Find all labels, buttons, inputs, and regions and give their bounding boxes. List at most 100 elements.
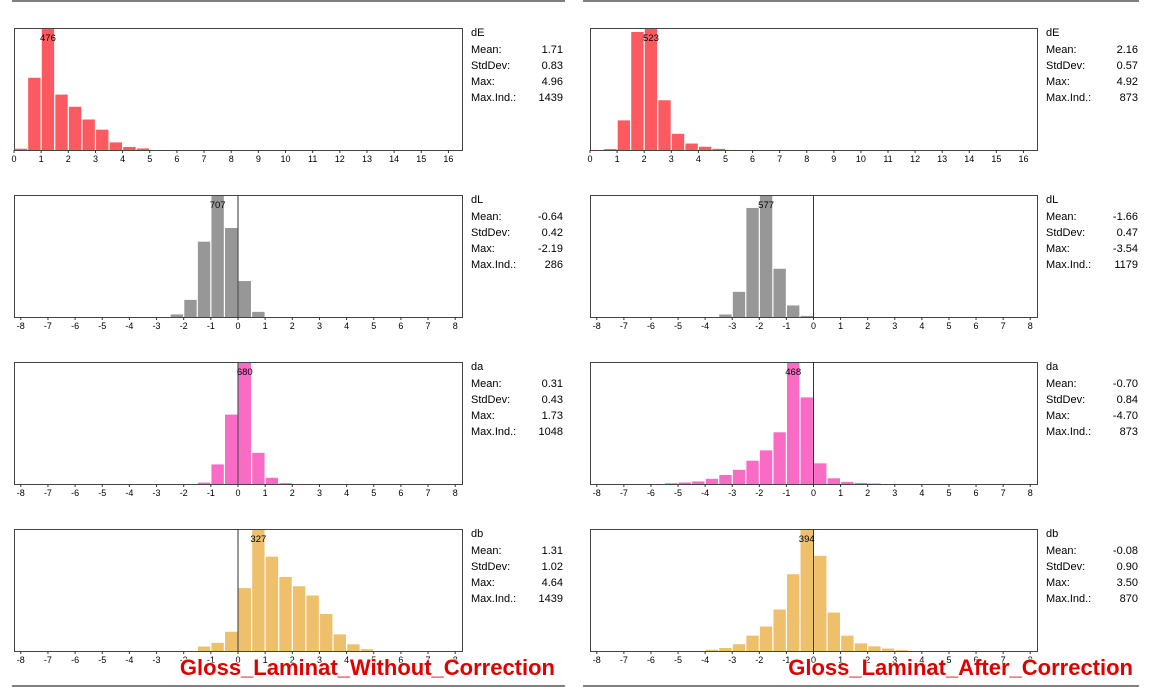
x-tick-label: -7 xyxy=(44,488,52,498)
stats-value: 4.92 xyxy=(1117,76,1138,88)
x-tick-label: 7 xyxy=(426,488,431,498)
histogram-bar xyxy=(854,482,868,484)
stats-label: StdDev: xyxy=(1046,60,1085,72)
histogram-bar xyxy=(827,478,840,484)
histogram-bar xyxy=(719,474,732,484)
x-tick-label: 5 xyxy=(946,321,951,331)
histogram-bar xyxy=(719,647,732,651)
stats-value: 0.90 xyxy=(1117,561,1138,573)
x-tick-label: 7 xyxy=(1001,488,1006,498)
peak-label: 327 xyxy=(250,534,266,545)
x-tick-label: -2 xyxy=(755,321,763,331)
histogram-bar xyxy=(292,586,306,651)
stats-title: da xyxy=(1046,361,1059,373)
x-tick-label: 7 xyxy=(202,154,207,164)
stats-value: 0.83 xyxy=(542,60,563,72)
histogram-bar xyxy=(41,29,55,150)
x-tick-label: 0 xyxy=(811,488,816,498)
histogram-bar xyxy=(658,100,671,150)
x-tick-label: -3 xyxy=(153,655,161,665)
x-tick-label: 8 xyxy=(804,154,809,164)
stats-title: db xyxy=(471,528,483,540)
histogram-bar xyxy=(732,291,746,317)
histogram-bar xyxy=(712,148,725,150)
x-tick-label: -2 xyxy=(180,321,188,331)
x-tick-label: 6 xyxy=(974,655,979,665)
peak-label: 680 xyxy=(237,367,253,378)
x-tick-label: 8 xyxy=(453,321,458,331)
x-tick-label: 3 xyxy=(317,655,322,665)
histogram-bar xyxy=(306,595,319,651)
stats-label: StdDev: xyxy=(471,60,510,72)
x-tick-label: 15 xyxy=(416,154,426,164)
stats-value: 1048 xyxy=(539,426,563,438)
x-tick-label: -5 xyxy=(98,488,106,498)
x-tick-label: 7 xyxy=(777,154,782,164)
stats-title: dE xyxy=(471,27,484,39)
stats-value: 4.64 xyxy=(542,577,563,589)
x-tick-label: 2 xyxy=(290,655,295,665)
stats-value: -0.08 xyxy=(1113,545,1138,557)
stats-value: -3.54 xyxy=(1113,243,1138,255)
histogram-bar xyxy=(320,613,333,651)
x-tick-label: 3 xyxy=(669,154,674,164)
x-tick-label: 8 xyxy=(1028,321,1033,331)
histogram-bar xyxy=(333,634,347,651)
x-tick-label: -3 xyxy=(153,321,161,331)
histogram-bar xyxy=(225,631,238,651)
histogram-bar xyxy=(68,106,82,150)
x-tick-label: 10 xyxy=(281,154,291,164)
histogram-bar xyxy=(732,644,746,651)
x-tick-label: 3 xyxy=(892,488,897,498)
histogram-bar xyxy=(787,305,800,317)
histogram-bar xyxy=(746,207,759,317)
x-tick-label: 6 xyxy=(398,321,403,331)
histogram-bar xyxy=(238,588,251,651)
x-tick-label: 7 xyxy=(1001,321,1006,331)
stats-value: 1179 xyxy=(1114,259,1138,271)
x-tick-label: 4 xyxy=(696,154,701,164)
histogram-bar xyxy=(773,268,786,317)
stats-label: Max: xyxy=(1046,410,1070,422)
histogram-bar xyxy=(705,649,719,651)
x-tick-label: -1 xyxy=(782,321,790,331)
x-tick-label: 2 xyxy=(66,154,71,164)
histogram-bar xyxy=(265,556,279,651)
stats-value: 2.16 xyxy=(1117,44,1138,56)
stats-label: StdDev: xyxy=(1046,394,1085,406)
x-tick-label: 8 xyxy=(1028,488,1033,498)
stats-value: 1439 xyxy=(539,593,563,605)
x-tick-label: -7 xyxy=(620,321,628,331)
x-tick-label: 8 xyxy=(229,154,234,164)
x-tick-label: 1 xyxy=(263,488,268,498)
histogram-bar xyxy=(265,477,279,484)
histogram-bar xyxy=(800,315,813,317)
stats-value: 0.47 xyxy=(1117,227,1138,239)
stats-label: Max.Ind.: xyxy=(471,593,516,605)
x-tick-label: -4 xyxy=(701,655,709,665)
x-tick-label: 6 xyxy=(398,488,403,498)
histogram-bar xyxy=(800,530,813,651)
x-tick-label: -2 xyxy=(755,488,763,498)
x-tick-label: -1 xyxy=(782,655,790,665)
x-tick-label: -1 xyxy=(782,488,790,498)
histogram-bar xyxy=(759,196,773,317)
x-tick-label: 5 xyxy=(723,154,728,164)
peak-label: 394 xyxy=(799,534,815,545)
chart-left-da: 680 -8 -7 -6 -5 -4 -3 -2 -1 0 1 2 3 4 5 6 7 8 da Mean: 0.31 S… xyxy=(14,361,563,498)
x-tick-label: -1 xyxy=(207,321,215,331)
histogram-bar xyxy=(252,452,265,484)
histogram-bar xyxy=(136,148,150,150)
x-tick-label: 6 xyxy=(974,321,979,331)
x-tick-label: 12 xyxy=(910,154,920,164)
histogram-bar xyxy=(197,646,211,651)
histogram-bar xyxy=(692,481,705,484)
x-tick-label: 1 xyxy=(263,321,268,331)
x-tick-label: 4 xyxy=(120,154,125,164)
stats-label: Max.Ind.: xyxy=(1046,593,1091,605)
histogram-bar xyxy=(604,149,617,150)
peak-label: 468 xyxy=(785,367,801,378)
x-tick-label: 4 xyxy=(919,655,924,665)
x-tick-label: 6 xyxy=(974,488,979,498)
